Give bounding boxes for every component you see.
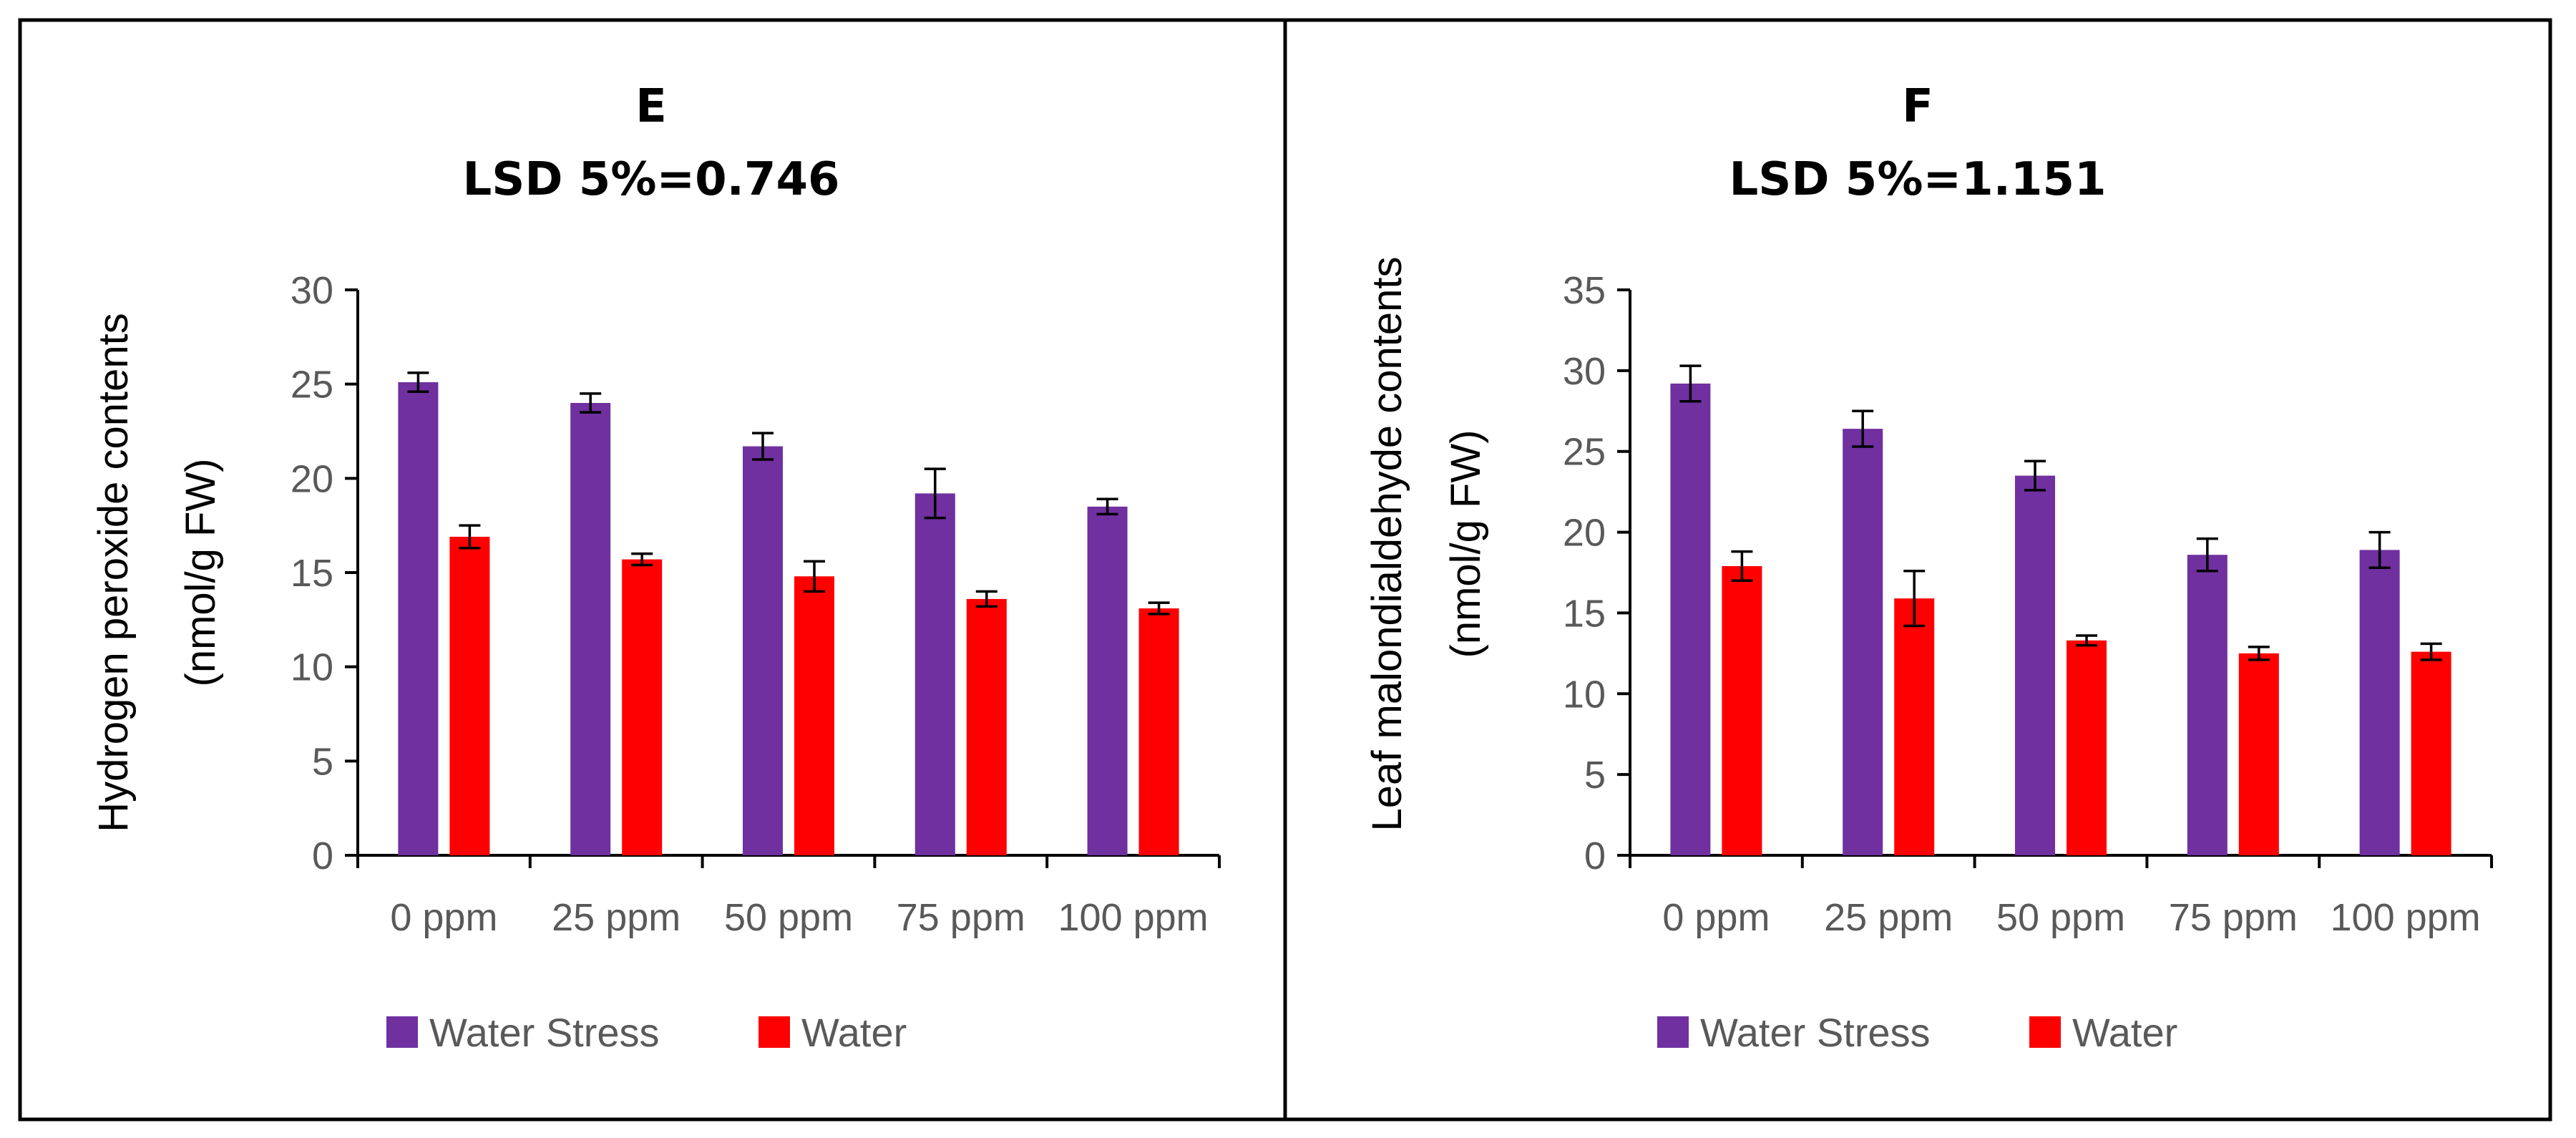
panel-e-title: E: [635, 80, 667, 133]
y-tick-label: 25: [291, 364, 333, 407]
bar-water-stress: [1087, 506, 1128, 855]
panel-f-plot: 0 5 10 15 20 25 30 35 0 ppm 25 ppm 50 ppm 75 ppm 100…: [1563, 269, 2493, 939]
bar-water-stress: [2359, 550, 2400, 855]
y-tick-label: 30: [1563, 350, 1606, 393]
y-tick-label: 10: [1563, 673, 1606, 716]
x-tick-label: 25 ppm: [552, 896, 680, 939]
bar-water-stress: [1670, 383, 1711, 855]
panel-e-ylabel-line1: Hydrogen peroxide contents: [90, 313, 137, 832]
x-tick-label: 50 ppm: [1996, 896, 2125, 939]
x-tick-label: 75 ppm: [2169, 896, 2298, 939]
bar-water-stress: [2015, 475, 2055, 855]
panel-f-ylabel-line2: (nmol/g FW): [1443, 430, 1489, 658]
x-tick-label: 0 ppm: [390, 896, 497, 939]
bar-water: [1722, 565, 1762, 855]
y-tick-label: 5: [1584, 754, 1606, 797]
bar-water: [1138, 608, 1179, 855]
y-tick-label: 25: [1563, 431, 1606, 474]
y-tick-label: 15: [1563, 592, 1606, 635]
bar-water-stress: [743, 446, 783, 855]
bar-water-stress: [570, 403, 611, 855]
bar-water: [2238, 653, 2279, 855]
bar-water: [2067, 640, 2107, 855]
legend-swatch-water-stress: [1657, 1016, 1689, 1048]
bar-water: [966, 598, 1007, 855]
bar-water: [1894, 598, 1935, 855]
panel-f: F LSD 5%=1.151 Leaf malondialdehyde cont…: [1364, 80, 2493, 1055]
y-tick-label: 10: [291, 646, 333, 689]
bar-water-stress: [2187, 555, 2228, 855]
legend-label-water: Water: [2072, 1010, 2177, 1055]
y-tick-label: 30: [291, 269, 333, 312]
legend-swatch-water: [758, 1016, 790, 1048]
panel-f-ylabel-line1: Leaf malondialdehyde contents: [1364, 257, 1410, 832]
y-tick-label: 20: [291, 457, 333, 500]
panel-e-plot: 0 5 10 15 20 25 30 0 ppm 25 ppm 50 ppm 75 ppm 100 p…: [291, 269, 1221, 939]
x-tick-label: 50 ppm: [724, 896, 853, 939]
y-tick-label: 15: [291, 552, 333, 595]
legend-label-water-stress: Water Stress: [1700, 1010, 1931, 1055]
x-tick-label: 25 ppm: [1824, 896, 1953, 939]
bar-water: [449, 536, 490, 855]
legend-swatch-water-stress: [386, 1016, 418, 1048]
bar-water-stress: [914, 493, 955, 855]
panel-f-lsd: LSD 5%=1.151: [1729, 153, 2107, 206]
panel-f-frame: [1283, 18, 2552, 1122]
legend-swatch-water: [2029, 1016, 2061, 1048]
bar-water: [794, 576, 834, 855]
y-tick-label: 0: [312, 835, 333, 877]
bar-water: [2411, 651, 2451, 855]
panel-e-lsd: LSD 5%=0.746: [463, 153, 840, 206]
x-tick-label: 0 ppm: [1662, 896, 1770, 939]
y-tick-label: 20: [1563, 512, 1606, 555]
bar-water-stress: [1843, 429, 1883, 855]
panel-f-legend: Water Stress Water: [1657, 1010, 2177, 1055]
legend-label-water: Water: [801, 1010, 907, 1055]
legend-label-water-stress: Water Stress: [429, 1010, 660, 1055]
panel-e: E LSD 5%=0.746 Hydrogen peroxide content…: [90, 80, 1221, 1055]
panel-e-ylabel-line2: (nmol/g FW): [177, 459, 224, 687]
y-tick-label: 0: [1584, 835, 1606, 877]
panel-f-title: F: [1902, 80, 1933, 133]
y-tick-label: 35: [1563, 269, 1606, 312]
x-tick-label: 100 ppm: [2331, 896, 2481, 939]
x-tick-label: 75 ppm: [897, 896, 1025, 939]
y-tick-label: 5: [312, 740, 333, 783]
bar-water: [622, 559, 663, 855]
panel-e-legend: Water Stress Water: [386, 1010, 907, 1055]
x-tick-label: 100 ppm: [1058, 896, 1209, 939]
bar-water-stress: [398, 382, 439, 855]
